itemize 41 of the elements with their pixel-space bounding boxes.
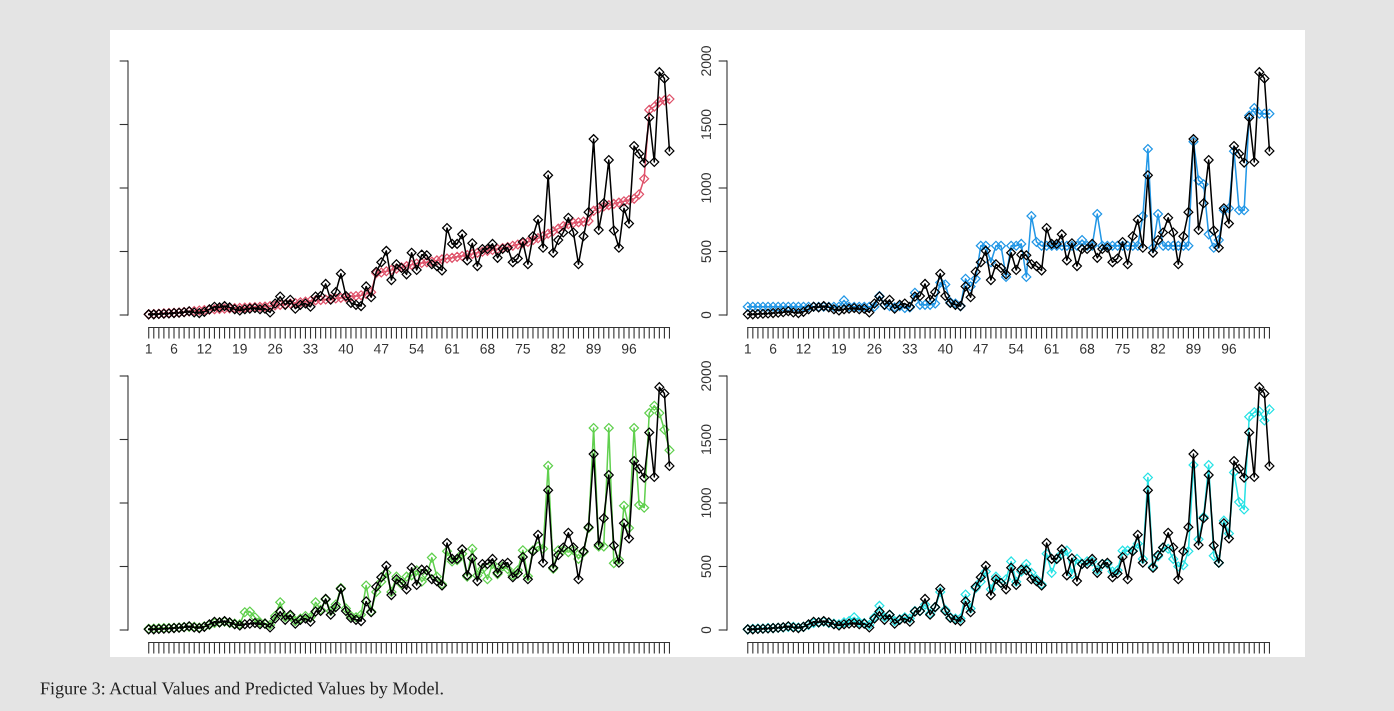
y-tick-label: 1500 bbox=[701, 109, 712, 139]
y-tick-label: 2000 bbox=[701, 361, 712, 391]
x-tick-label: 6 bbox=[170, 343, 178, 354]
x-tick-label: 12 bbox=[197, 343, 212, 354]
x-tick-label: 40 bbox=[338, 343, 354, 354]
x-tick-label: 82 bbox=[1150, 343, 1166, 354]
x-tick-label: 75 bbox=[1115, 343, 1130, 354]
x-tick-label: 47 bbox=[373, 343, 389, 354]
x-tick-label: 96 bbox=[1221, 343, 1237, 354]
x-tick-label: 61 bbox=[445, 343, 460, 354]
x-tick-label: 12 bbox=[796, 343, 811, 354]
x-tick-label: 82 bbox=[551, 343, 566, 354]
x-tick-label: 19 bbox=[832, 343, 846, 354]
x-tick-label: 33 bbox=[902, 343, 917, 354]
x-tick-label: 54 bbox=[409, 343, 424, 354]
x-tick-label: 89 bbox=[1186, 343, 1201, 354]
y-tick-label: 0 bbox=[701, 626, 712, 634]
x-tick-label: 96 bbox=[621, 343, 637, 354]
x-tick-label: 19 bbox=[233, 343, 247, 354]
x-tick-label: 40 bbox=[937, 343, 953, 354]
y-tick-label: 1500 bbox=[701, 424, 712, 454]
y-tick-label: 2000 bbox=[701, 46, 712, 76]
y-tick-label: 500 bbox=[701, 240, 712, 263]
x-tick-label: 26 bbox=[867, 343, 882, 354]
x-tick-label: 61 bbox=[1044, 343, 1059, 354]
x-tick-label: 26 bbox=[268, 343, 283, 354]
x-tick-label: 89 bbox=[586, 343, 601, 354]
x-tick-label: 75 bbox=[515, 343, 530, 354]
x-tick-label: 1 bbox=[744, 343, 751, 354]
x-tick-label: 6 bbox=[769, 343, 777, 354]
caption: Figure 3: Actual Values and Predicted Values by Model. bbox=[40, 681, 443, 699]
x-tick-label: 47 bbox=[973, 343, 988, 354]
y-tick-label: 0 bbox=[701, 311, 712, 319]
x-tick-label: 68 bbox=[1080, 343, 1095, 354]
x-tick-label: 68 bbox=[480, 343, 495, 354]
x-tick-label: 33 bbox=[303, 343, 318, 354]
y-tick-label: 500 bbox=[701, 555, 712, 578]
x-tick-label: 1 bbox=[145, 343, 152, 354]
x-tick-label: 54 bbox=[1009, 343, 1024, 354]
y-tick-label: 1000 bbox=[701, 173, 712, 203]
y-tick-label: 1000 bbox=[701, 488, 712, 518]
